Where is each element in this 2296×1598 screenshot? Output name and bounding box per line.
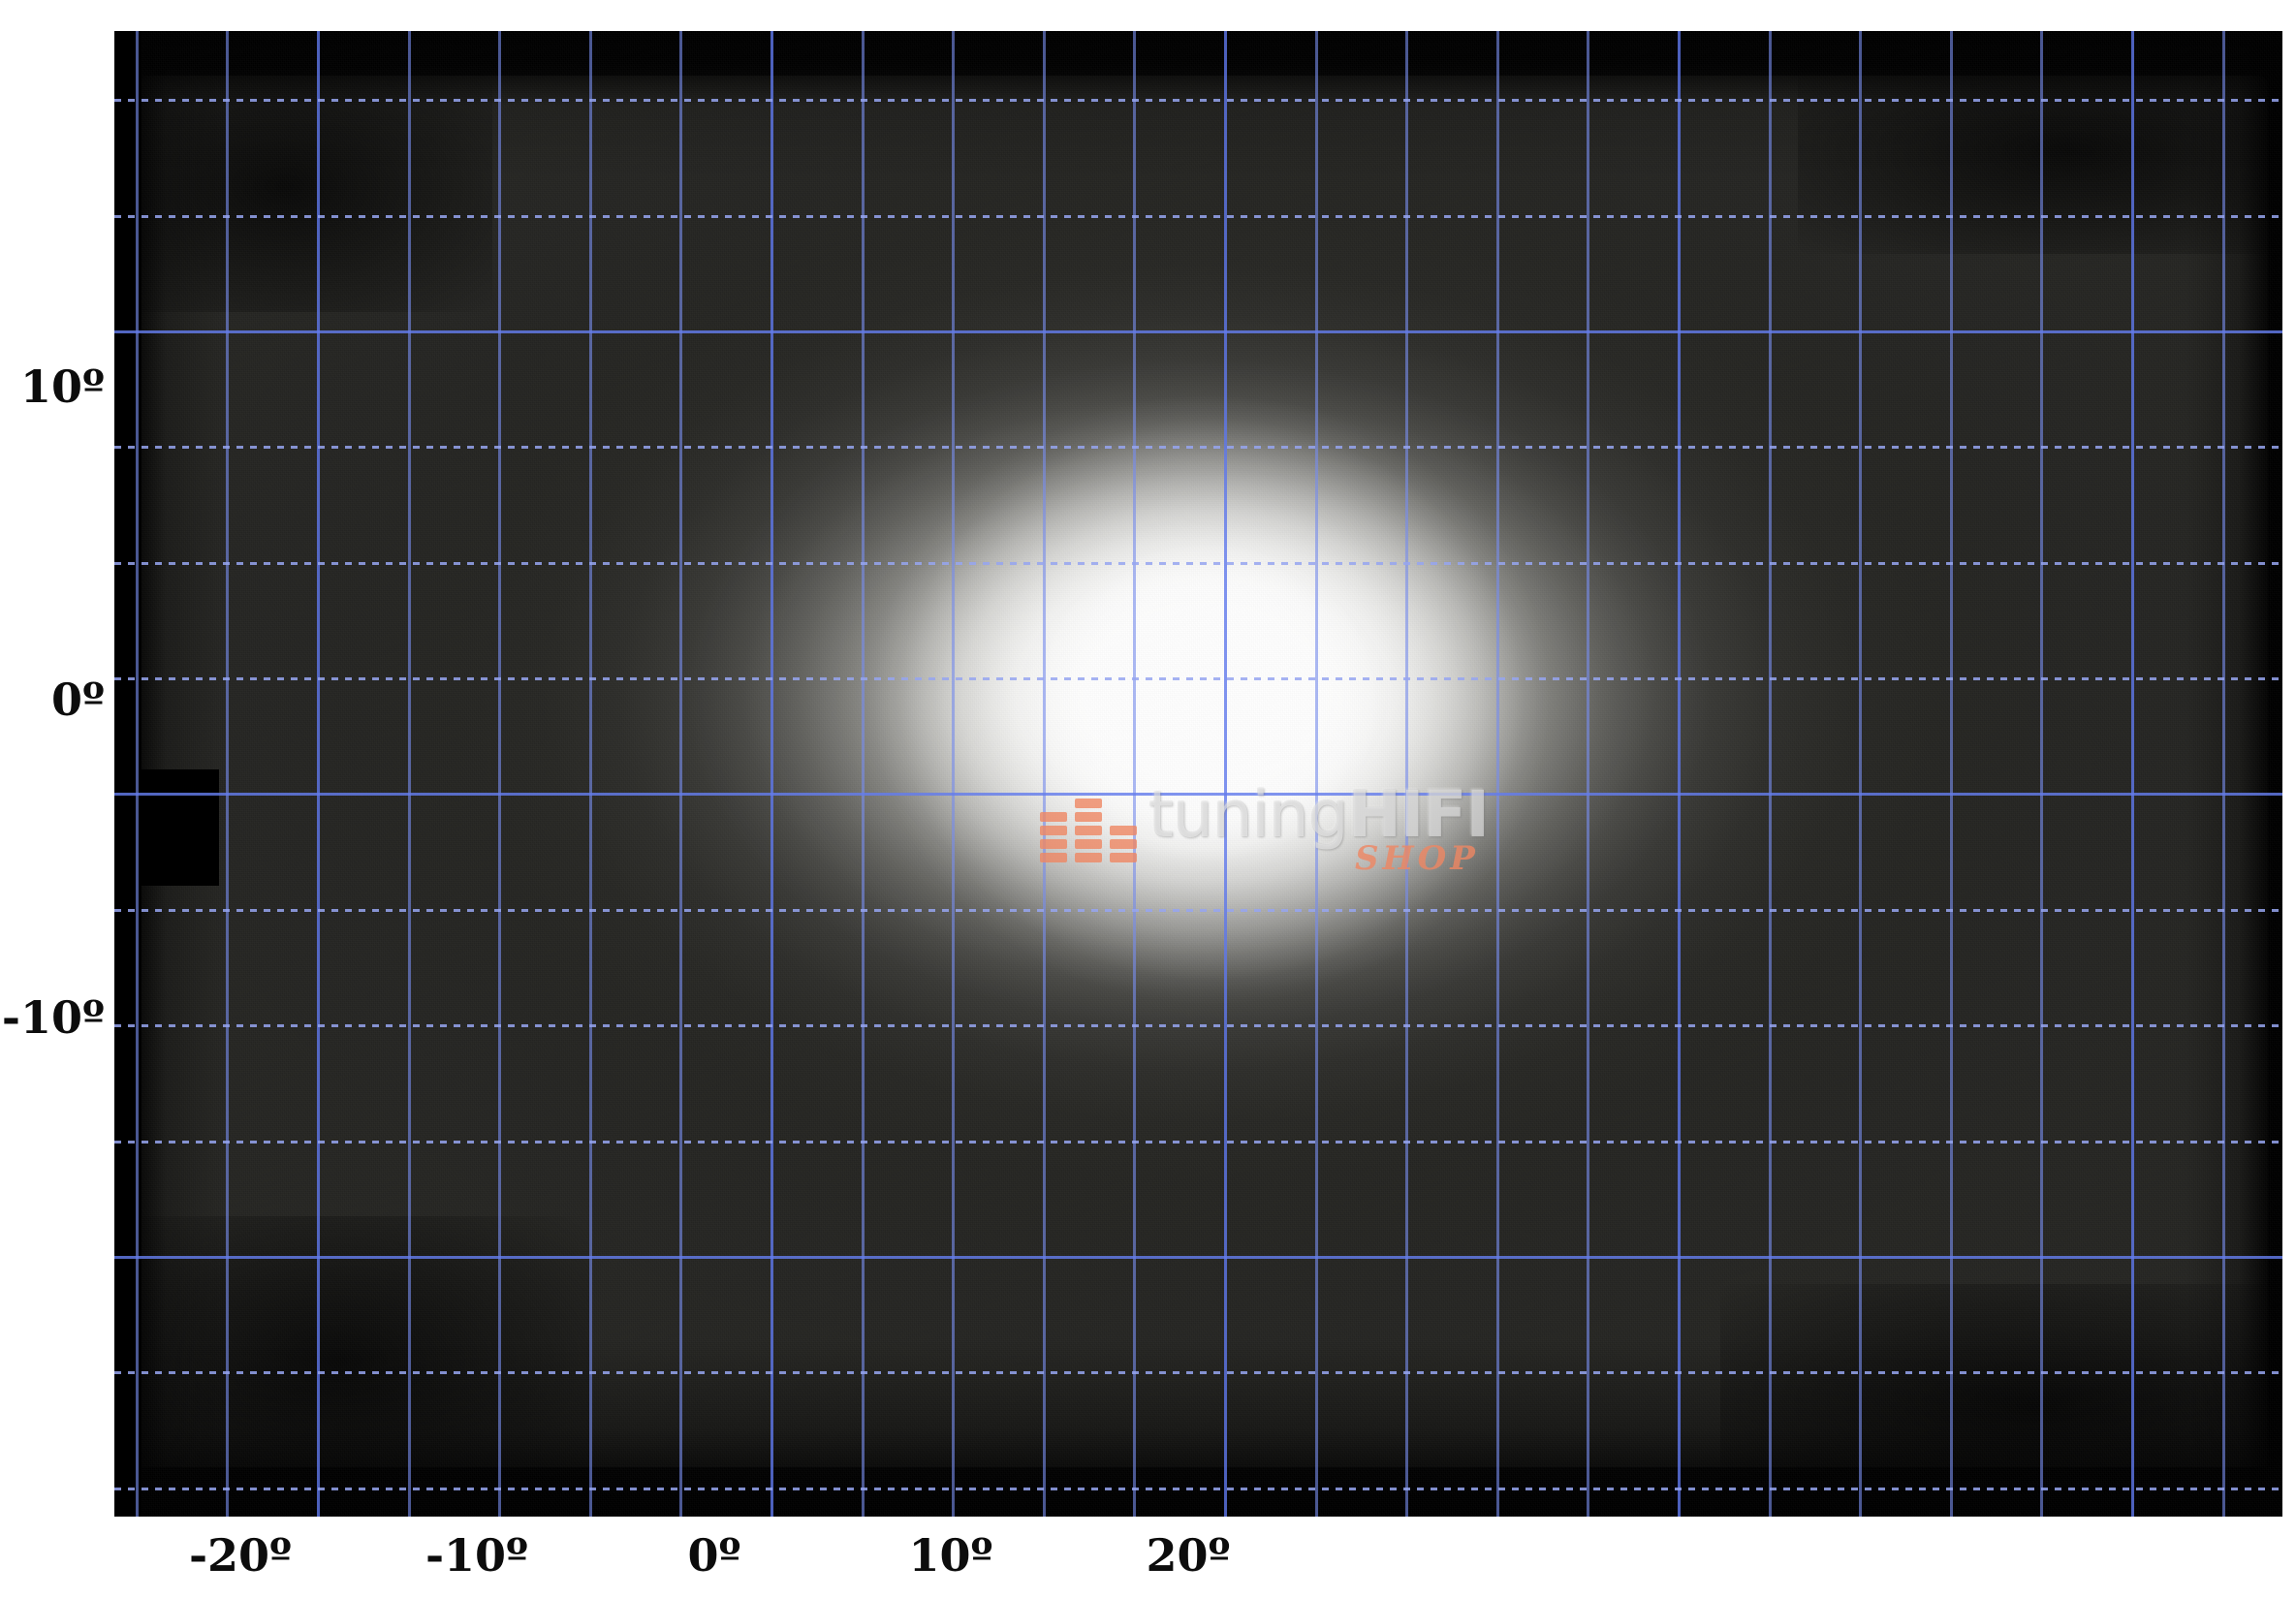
left-edge-notch [114,769,219,886]
y-axis-tick-label: -10º [1,991,105,1044]
y-axis-tick-label: 0º [50,674,105,726]
x-axis-tick-label: 0º [687,1529,741,1582]
x-axis-tick-label: 20º [1146,1529,1231,1582]
plot-area: tuningHIFI SHOP [114,31,2282,1517]
x-axis-tick-label: -20º [188,1529,293,1582]
horizontal-edge-falloff [114,31,2282,1517]
y-axis-tick-label: 10º [19,360,105,413]
x-axis-tick-label: -10º [425,1529,529,1582]
x-axis-tick-label: 10º [908,1529,993,1582]
